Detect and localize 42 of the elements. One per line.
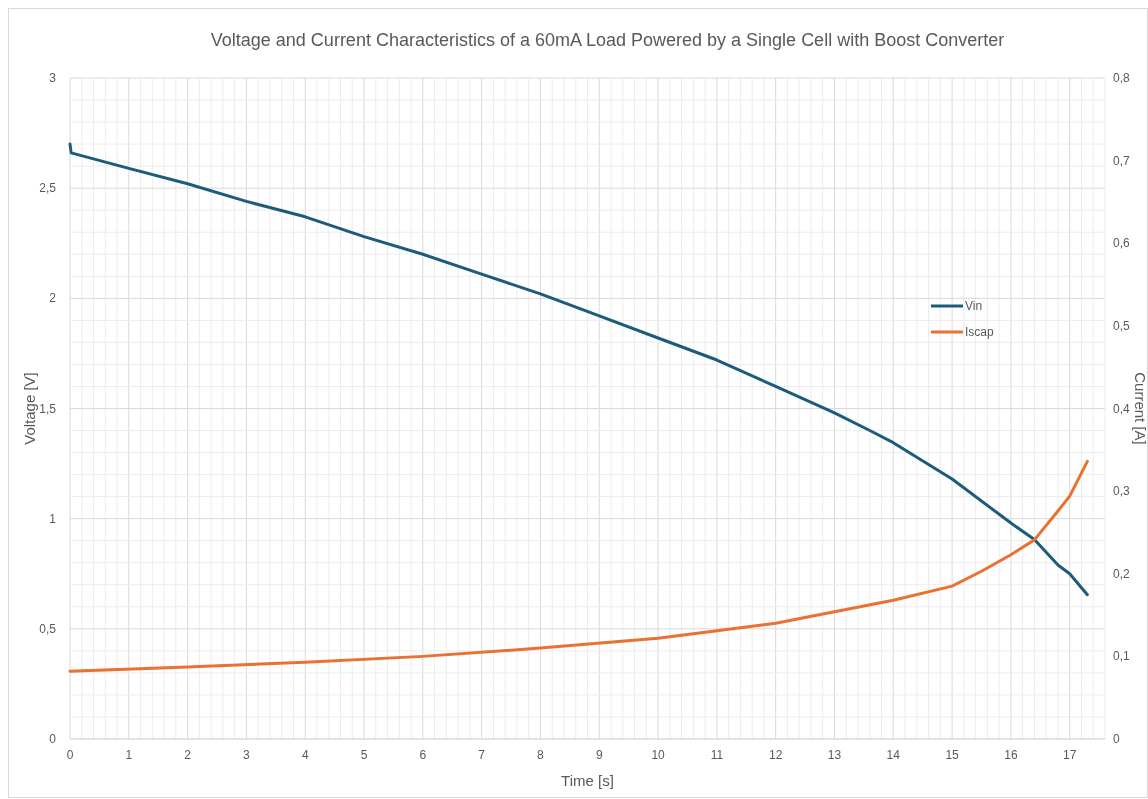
x-tick-label: 3 xyxy=(243,748,251,762)
x-tick-label: 0 xyxy=(66,748,74,762)
y2-tick-label: 0 xyxy=(1113,732,1120,746)
y-tick-label: 0,5 xyxy=(39,621,57,636)
x-tick-label: 14 xyxy=(886,748,901,762)
x-tick-label: 16 xyxy=(1004,748,1018,762)
line-series xyxy=(68,459,1089,673)
y-axis-title: Voltage [V] xyxy=(21,372,38,445)
y-tick-label: 2 xyxy=(49,291,57,306)
x-tick-label: 13 xyxy=(827,748,842,762)
y-tick-label: 1 xyxy=(49,511,57,526)
y2-tick-label: 0,4 xyxy=(1113,401,1131,416)
legend-label: Vin xyxy=(965,299,983,313)
chart-title: Voltage and Current Characteristics of a 60mA Load Powered by a Single Cell with Boost Converter xyxy=(210,30,1005,50)
y2-tick-label: 0,3 xyxy=(1113,484,1131,499)
y2-tick-label: 0,6 xyxy=(1113,236,1131,251)
y2-tick-label: 0,2 xyxy=(1113,566,1131,581)
y2-tick-label: 0,7 xyxy=(1113,153,1131,168)
x-tick-label: 4 xyxy=(301,748,309,762)
y-tick-label: 0 xyxy=(49,732,57,746)
y-tick-label: 3 xyxy=(49,71,57,85)
x-tick-label: 1 xyxy=(125,748,133,762)
y2-axis-title: Current [A] xyxy=(1132,372,1148,445)
y2-tick-label: 0,1 xyxy=(1113,649,1131,664)
x-tick-label: 12 xyxy=(769,748,783,762)
x-tick-label: 9 xyxy=(595,748,603,762)
x-tick-label: 15 xyxy=(945,748,960,762)
x-tick-label: 5 xyxy=(360,748,368,762)
y-tick-label: 2,5 xyxy=(39,181,57,196)
x-tick-label: 17 xyxy=(1063,748,1077,762)
x-tick-label: 6 xyxy=(419,748,427,762)
x-tick-label: 2 xyxy=(184,748,192,762)
x-axis-title: Time [s] xyxy=(561,772,614,789)
x-tick-label: 11 xyxy=(710,748,724,762)
legend-label: Iscap xyxy=(965,325,995,339)
y2-tick-label: 0,5 xyxy=(1113,318,1131,333)
x-tick-label: 8 xyxy=(537,748,545,762)
x-tick-label: 10 xyxy=(651,748,666,762)
y2-tick-label: 0,8 xyxy=(1113,71,1131,85)
y-tick-label: 1,5 xyxy=(39,401,57,416)
x-tick-label: 7 xyxy=(478,748,486,762)
line-series xyxy=(68,142,1089,597)
